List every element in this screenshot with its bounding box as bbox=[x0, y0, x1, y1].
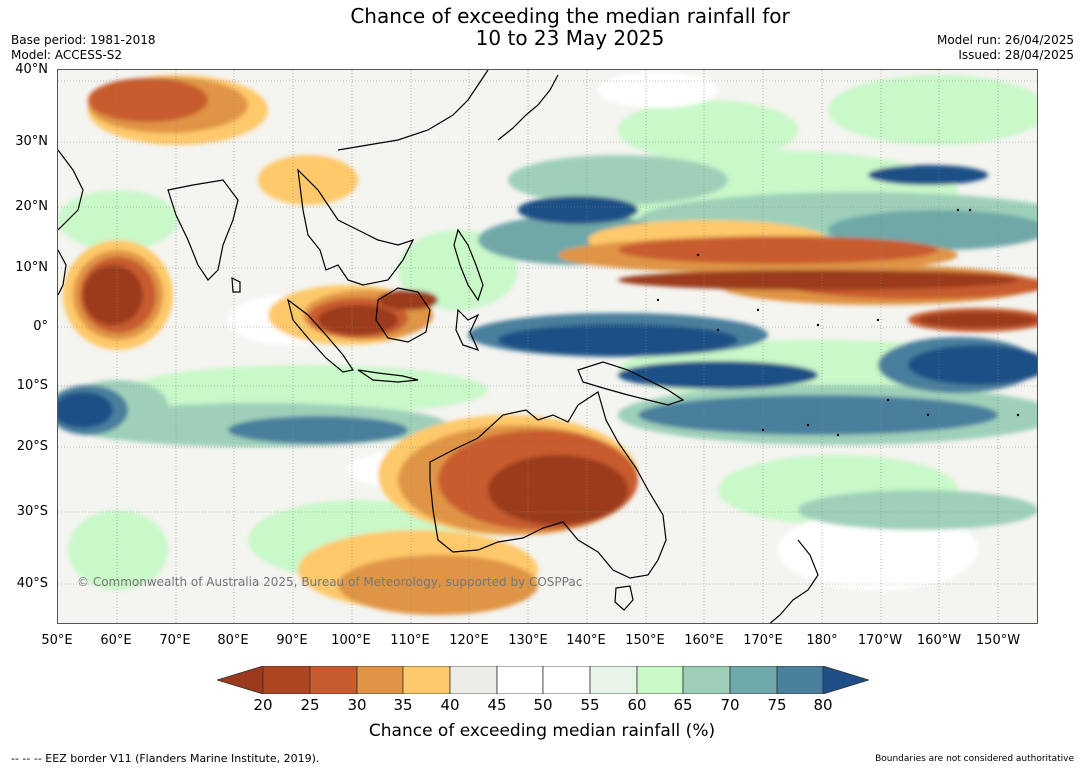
borneo-coastline bbox=[375, 287, 431, 343]
africa-horn-coastline bbox=[58, 249, 67, 296]
new-zealand-coastline bbox=[769, 539, 819, 623]
tasmania-coastline bbox=[614, 585, 634, 611]
lon-label-80e: 80°E bbox=[217, 633, 249, 648]
lat-label-20n: 20°N bbox=[15, 199, 48, 214]
lon-label-90e: 90°E bbox=[276, 633, 308, 648]
lon-label-100e: 100°E bbox=[331, 633, 371, 648]
lat-label-10n: 10°N bbox=[15, 260, 48, 275]
colorbar-tick-45: 45 bbox=[487, 696, 507, 714]
colorbar-tick-75: 75 bbox=[767, 696, 787, 714]
colorbar-tick-20: 20 bbox=[253, 696, 273, 714]
colorbar-swatch-30-35 bbox=[356, 665, 404, 695]
lon-label-130e: 130°E bbox=[508, 633, 548, 648]
colorbar-swatch-75-80 bbox=[776, 665, 824, 695]
model-text: Model: ACCESS-S2 bbox=[11, 48, 123, 62]
colorbar-swatch-25-30 bbox=[309, 665, 358, 695]
copyright-text: © Commonwealth of Australia 2025, Bureau… bbox=[77, 575, 583, 589]
colorbar-swatch-35-40 bbox=[402, 665, 451, 695]
sulawesi-coastline bbox=[455, 308, 480, 351]
map-title: Chance of exceeding the median rainfall … bbox=[0, 5, 1085, 49]
colorbar-swatch-55-60 bbox=[589, 665, 638, 695]
colorbar-tick-80: 80 bbox=[813, 696, 833, 714]
lon-label-150e: 150°E bbox=[625, 633, 665, 648]
lon-label-50e: 50°E bbox=[41, 633, 73, 648]
lon-label-160w: 160°W bbox=[916, 633, 962, 648]
colorbar-min-arrow bbox=[215, 665, 264, 695]
lat-label-30n: 30°N bbox=[15, 134, 48, 149]
lon-label-160e: 160°E bbox=[684, 633, 724, 648]
model-run-text: Model run: 26/04/2025 bbox=[936, 33, 1074, 47]
philippines-coastline bbox=[453, 228, 484, 302]
colorbar-swatch-50-55 bbox=[542, 665, 591, 695]
sumatra-coastline bbox=[287, 298, 354, 373]
sri-lanka-coastline bbox=[231, 276, 241, 293]
colorbar-swatch-70-75 bbox=[729, 665, 778, 695]
coastlines bbox=[58, 70, 819, 623]
colorbar-swatch-65-70 bbox=[682, 665, 731, 695]
lon-label-170e: 170°E bbox=[743, 633, 783, 648]
lat-label-0: 0° bbox=[33, 319, 48, 334]
lon-label-180: 180° bbox=[806, 633, 838, 648]
lat-label-10s: 10°S bbox=[16, 378, 48, 393]
rainfall-fields bbox=[58, 72, 1037, 615]
footer-eez-note: -- -- -- EEZ border V11 (Flanders Marine… bbox=[11, 752, 320, 765]
colorbar-swatch-60-65 bbox=[636, 665, 684, 695]
colorbar-tick-65: 65 bbox=[673, 696, 693, 714]
footer-boundaries-note: Boundaries are not considered authoritat… bbox=[875, 754, 1074, 764]
colorbar-tick-30: 30 bbox=[347, 696, 367, 714]
lon-label-70e: 70°E bbox=[159, 633, 191, 648]
lon-label-150w: 150°W bbox=[975, 633, 1021, 648]
lon-label-140e: 140°E bbox=[566, 633, 606, 648]
colorbar-swatch-40-45 bbox=[449, 665, 498, 695]
lat-label-30s: 30°S bbox=[16, 504, 48, 519]
colorbar-tick-60: 60 bbox=[627, 696, 647, 714]
lon-label-170w: 170°W bbox=[857, 633, 903, 648]
indochina-coastline bbox=[297, 168, 415, 286]
islands bbox=[656, 208, 1020, 437]
meta-left: Base period: 1981-2018 Model: ACCESS-S2 bbox=[11, 33, 156, 63]
colorbar-tick-55: 55 bbox=[580, 696, 600, 714]
base-period-text: Base period: 1981-2018 bbox=[11, 33, 156, 47]
lon-label-60e: 60°E bbox=[100, 633, 132, 648]
rainfall-map bbox=[57, 69, 1038, 624]
colorbar-max-arrow bbox=[822, 665, 871, 695]
colorbar-tick-50: 50 bbox=[533, 696, 553, 714]
colorbar-swatch-20-25 bbox=[262, 665, 311, 695]
title-line-2: 10 to 23 May 2025 bbox=[475, 26, 665, 50]
colorbar-tick-35: 35 bbox=[393, 696, 413, 714]
new-guinea-coastline bbox=[577, 361, 685, 406]
colorbar-tick-40: 40 bbox=[440, 696, 460, 714]
java-coastline bbox=[357, 369, 419, 383]
colorbar-tick-25: 25 bbox=[300, 696, 320, 714]
colorbar-swatch-45-50 bbox=[496, 665, 544, 695]
arabia-coastline bbox=[58, 149, 84, 231]
australia-coastline bbox=[429, 391, 667, 579]
colorbar-svg bbox=[215, 665, 871, 695]
title-line-1: Chance of exceeding the median rainfall … bbox=[350, 4, 790, 28]
colorbar-tick-70: 70 bbox=[720, 696, 740, 714]
india-coastline bbox=[167, 179, 239, 281]
meta-right: Model run: 26/04/2025 Issued: 28/04/2025 bbox=[937, 33, 1074, 63]
china-coastline bbox=[337, 70, 489, 151]
lat-label-20s: 20°S bbox=[16, 439, 48, 454]
lat-label-40n: 40°N bbox=[15, 62, 48, 77]
rainfall-map-canvas bbox=[58, 70, 1037, 623]
graticule bbox=[58, 70, 1037, 623]
lon-label-110e: 110°E bbox=[390, 633, 430, 648]
colorbar-title: Chance of exceeding median rainfall (%) bbox=[368, 721, 716, 741]
japan-coastline bbox=[497, 74, 559, 141]
lat-label-40s: 40°S bbox=[16, 576, 48, 591]
issued-text: Issued: 28/04/2025 bbox=[958, 48, 1074, 62]
colorbar bbox=[215, 665, 871, 695]
lon-label-120e: 120°E bbox=[449, 633, 489, 648]
